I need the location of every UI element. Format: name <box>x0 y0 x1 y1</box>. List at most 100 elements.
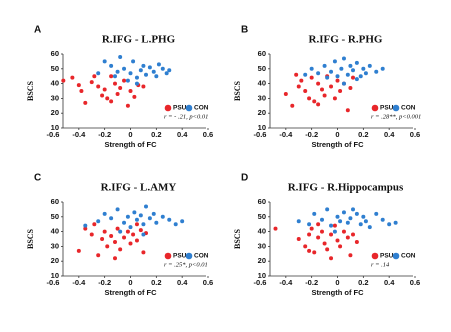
point <box>134 222 139 227</box>
point <box>312 211 317 216</box>
annotation: r = .28**, p<0.001 <box>371 113 421 120</box>
point <box>387 222 392 227</box>
point <box>339 66 344 71</box>
point <box>320 217 324 222</box>
point <box>92 222 97 227</box>
point <box>332 223 337 228</box>
point <box>338 244 343 249</box>
legend-label: CON <box>401 253 416 260</box>
point <box>131 232 136 237</box>
point <box>351 68 355 73</box>
point <box>325 75 330 80</box>
point <box>144 204 148 209</box>
point <box>125 229 130 234</box>
point <box>338 89 343 93</box>
chart-title: R.IFG - L.PHG <box>102 34 176 46</box>
legend-swatch <box>392 252 400 260</box>
x-tick-label: 0.4 <box>177 130 188 139</box>
x-tick-label: -0.4 <box>72 278 86 287</box>
x-tick-label: 0.4 <box>384 130 395 139</box>
point <box>273 226 278 231</box>
legend-swatch <box>371 104 379 112</box>
point <box>307 222 312 227</box>
x-tick-label: -0.2 <box>305 278 318 287</box>
point <box>100 237 105 241</box>
point <box>128 225 133 230</box>
point <box>118 86 123 91</box>
legend-swatch <box>392 104 400 112</box>
annotation: r = .14 <box>371 261 390 268</box>
y-tick-label: 50 <box>258 64 266 73</box>
point <box>128 241 133 246</box>
point <box>316 235 321 240</box>
point <box>309 66 314 71</box>
point <box>345 235 350 240</box>
point <box>335 214 340 219</box>
point <box>332 96 337 101</box>
x-tick-label: 0.2 <box>151 278 161 287</box>
chart-title: R.IFG - L.AMY <box>101 182 177 194</box>
chart-title: R.IFG - R.PHG <box>309 34 383 46</box>
point <box>164 71 169 76</box>
point <box>70 75 75 80</box>
y-tick-label: 20 <box>51 108 59 117</box>
point <box>325 207 330 212</box>
y-tick-label: 20 <box>258 256 266 265</box>
point <box>329 232 334 237</box>
point <box>345 108 350 113</box>
legend-label: CON <box>194 253 209 260</box>
point <box>307 232 312 237</box>
x-tick-label: 0.6 <box>203 278 213 287</box>
point <box>332 59 337 64</box>
point <box>351 207 355 212</box>
point <box>341 56 346 61</box>
point <box>102 59 107 64</box>
point <box>354 239 359 244</box>
point <box>393 220 398 225</box>
point <box>303 89 308 93</box>
y-tick-label: 30 <box>51 93 59 102</box>
point <box>160 214 165 219</box>
point <box>363 219 368 224</box>
point <box>109 99 114 104</box>
x-tick-label: 0.2 <box>358 130 368 139</box>
point <box>167 68 172 73</box>
point <box>105 244 110 249</box>
point <box>102 87 107 92</box>
point <box>299 78 304 83</box>
x-tick-label: -0.6 <box>47 278 60 287</box>
y-tick-label: 50 <box>258 212 266 221</box>
point <box>122 220 127 225</box>
point <box>125 103 130 108</box>
point <box>307 248 312 253</box>
y-tick-label: 50 <box>51 64 59 73</box>
y-tick-label: 60 <box>258 49 266 58</box>
x-tick-label: -0.6 <box>254 130 267 139</box>
point <box>309 75 314 80</box>
point <box>160 66 165 71</box>
legend-swatch <box>185 252 193 260</box>
point <box>335 74 340 79</box>
point <box>122 66 127 71</box>
point <box>144 72 148 77</box>
point <box>151 69 156 74</box>
x-tick-label: -0.6 <box>254 278 267 287</box>
point <box>132 94 137 99</box>
x-tick-label: 0.6 <box>410 278 420 287</box>
x-tick-label: 0 <box>335 130 339 139</box>
point <box>335 238 340 243</box>
point <box>341 81 346 86</box>
panel-label: B <box>241 25 248 36</box>
point <box>134 75 139 80</box>
y-tick-label: 20 <box>258 108 266 117</box>
y-tick-label: 10 <box>51 271 59 280</box>
point <box>83 223 88 228</box>
legend-swatch <box>164 252 172 260</box>
x-axis-label: Strength of FC <box>104 140 157 149</box>
point <box>156 62 161 67</box>
point <box>134 238 139 243</box>
point <box>115 69 120 74</box>
x-axis-label: Strength of FC <box>311 288 364 297</box>
point <box>348 253 353 258</box>
point <box>109 74 114 79</box>
